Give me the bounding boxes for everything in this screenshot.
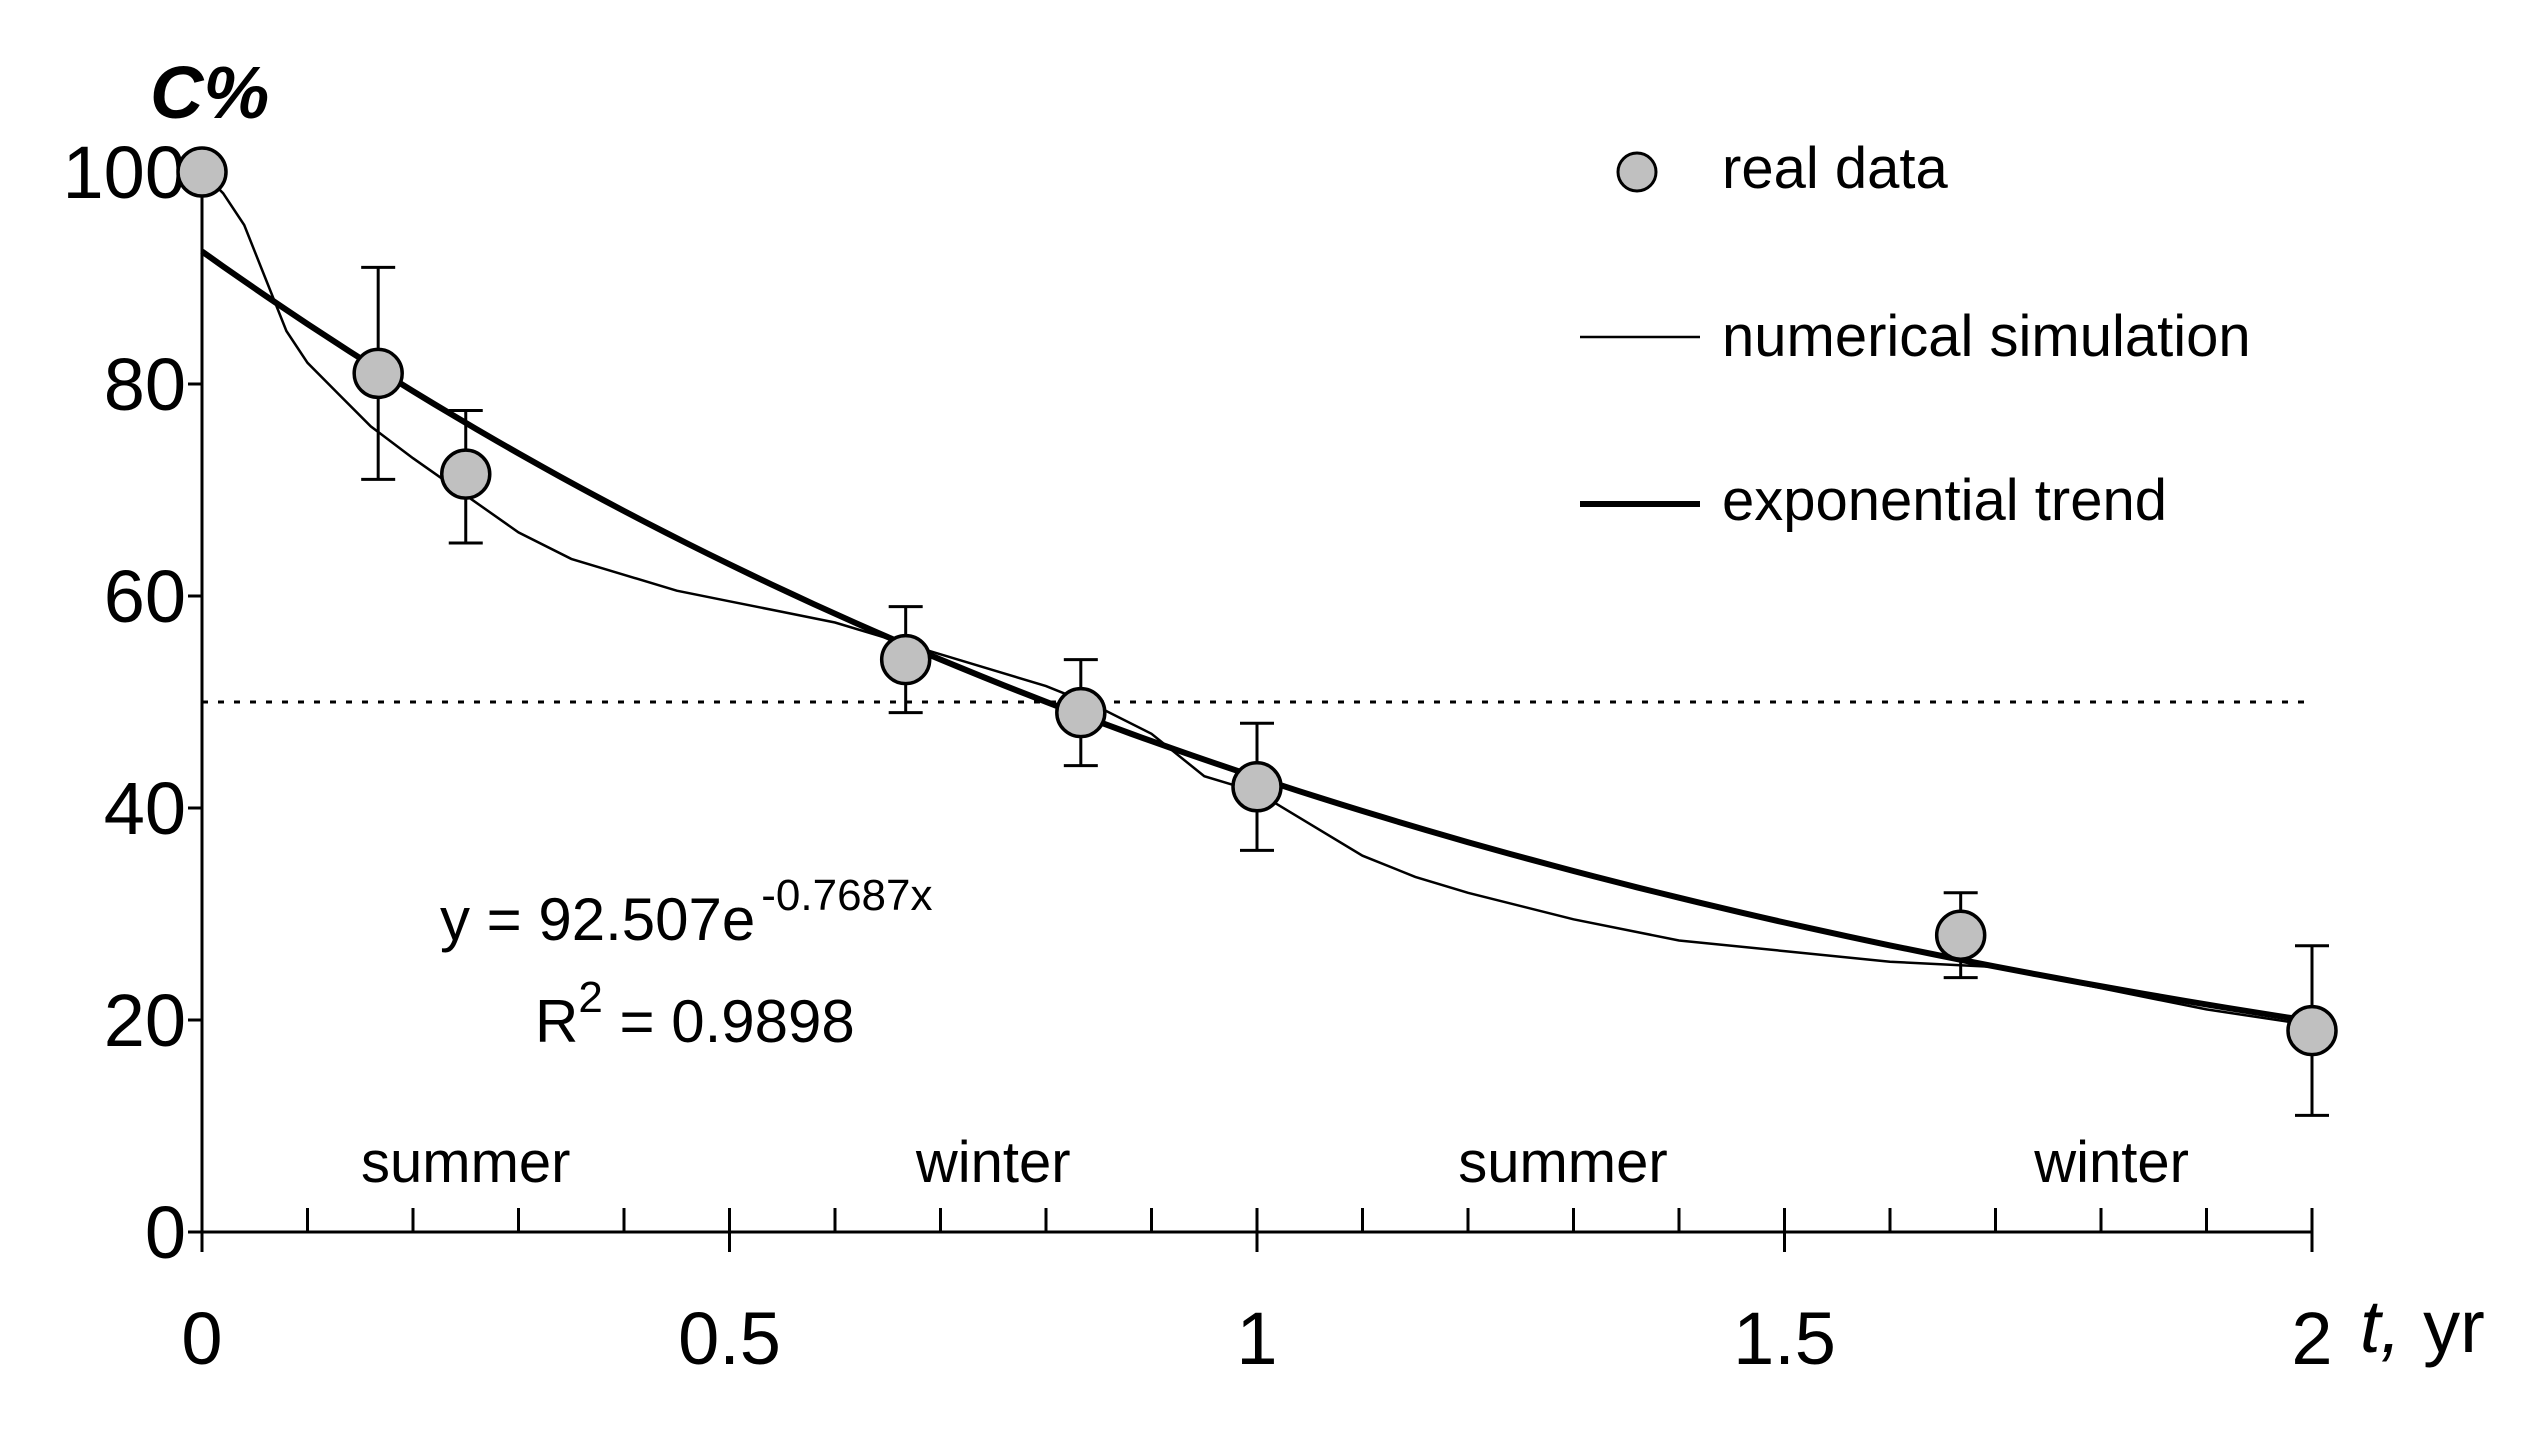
- r-squared: R2 = 0.9898: [535, 973, 855, 1055]
- season-label-winter: winter: [2033, 1130, 2189, 1195]
- season-label-winter: winter: [915, 1130, 1071, 1195]
- legend-label-real-data: real data: [1722, 136, 1948, 201]
- y-tick-label: 0: [145, 1191, 186, 1274]
- y-tick-label: 40: [104, 767, 186, 850]
- legend: real data numerical simulation exponenti…: [1580, 136, 2251, 533]
- x-tick-label: 0: [181, 1297, 222, 1380]
- y-tick-label: 100: [63, 131, 186, 214]
- y-axis-title: C%: [150, 51, 269, 134]
- numerical-simulation-line: [201, 171, 2313, 1027]
- legend-marker-real-data: [1616, 151, 1658, 193]
- season-label-summer: summer: [1458, 1130, 1667, 1195]
- y-axis-ticks: 0 20 40 60 80 100: [63, 131, 202, 1274]
- x-axis-ticks: 0 0.5 1 1.5 2: [181, 1208, 2333, 1380]
- y-tick-label: 60: [104, 555, 186, 638]
- x-axis-title: t, yr: [2360, 1285, 2485, 1368]
- data-point: [2286, 1004, 2338, 1057]
- y-tick-label: 20: [104, 979, 186, 1062]
- data-point: [879, 633, 932, 686]
- season-labels: summer winter summer winter: [361, 1130, 2189, 1195]
- x-tick-label: 2: [2291, 1297, 2332, 1380]
- x-tick-label: 1.5: [1733, 1297, 1836, 1380]
- data-point: [440, 448, 492, 500]
- trend-equation: y = 92.507e -0.7687x: [440, 871, 933, 953]
- legend-label-exponential-trend: exponential trend: [1722, 468, 2167, 533]
- data-point: [1055, 686, 1107, 739]
- data-point: [1231, 761, 1283, 813]
- x-tick-label: 0.5: [678, 1297, 781, 1380]
- x-tick-label: 1: [1236, 1297, 1277, 1380]
- season-label-summer: summer: [361, 1130, 570, 1195]
- data-point: [352, 347, 404, 400]
- legend-label-numerical-simulation: numerical simulation: [1722, 304, 2251, 369]
- data-point: [1934, 909, 1987, 961]
- real-data-points: [176, 146, 2338, 1117]
- data-point: [176, 146, 228, 198]
- y-tick-label: 80: [104, 343, 186, 426]
